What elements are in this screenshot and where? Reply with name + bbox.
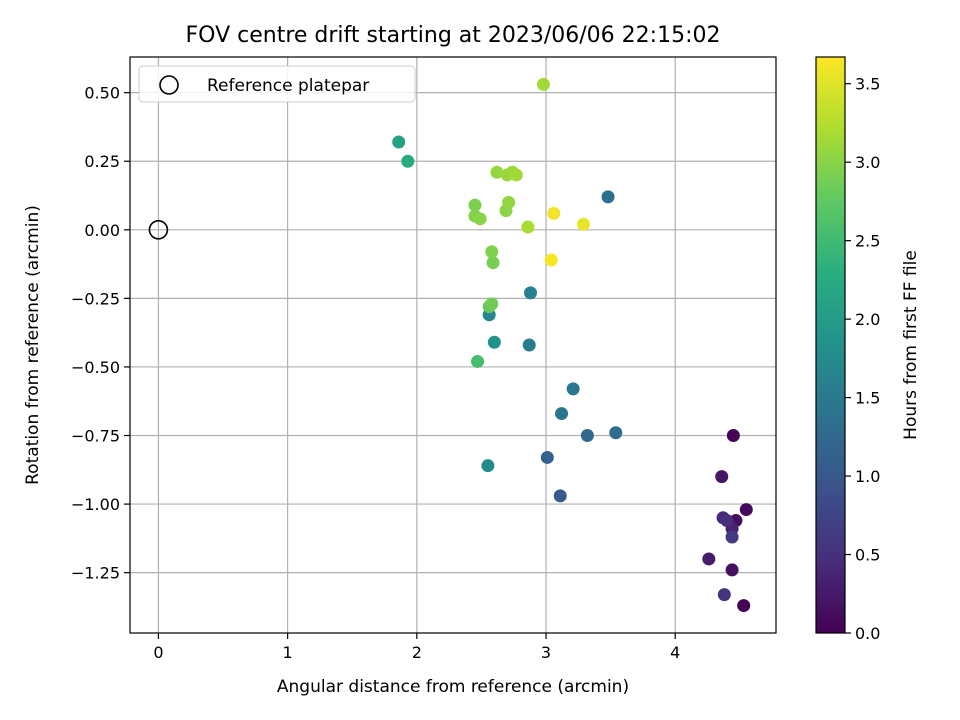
data-point <box>739 503 753 517</box>
data-point <box>468 198 482 212</box>
data-point <box>547 206 561 220</box>
data-point <box>509 168 523 182</box>
data-point <box>702 552 716 566</box>
colorbar: 0.0 0.5 1.0 1.5 2.0 2.5 3.0 3.5 Hours from firs… <box>815 56 921 643</box>
colorbar-tick-label: 1.0 <box>855 467 880 486</box>
data-point <box>726 429 740 443</box>
colorbar-tick-label: 0.5 <box>855 546 880 565</box>
x-tick-label: 3 <box>541 643 551 662</box>
data-points <box>392 77 753 613</box>
data-point <box>473 212 487 226</box>
colorbar-tick-label: 2.0 <box>855 310 880 329</box>
x-tick-label: 1 <box>283 643 293 662</box>
x-axis-label: Angular distance from reference (arcmin) <box>277 677 629 697</box>
colorbar-ticks: 0.0 0.5 1.0 1.5 2.0 2.5 3.0 3.5 <box>845 75 880 643</box>
colorbar-tick-label: 0.0 <box>855 624 880 643</box>
reference-marker-group <box>148 220 169 240</box>
y-axis-label: Rotation from reference (arcmin) <box>23 205 43 485</box>
data-point <box>715 470 729 484</box>
data-point <box>580 429 594 443</box>
data-point <box>521 220 535 234</box>
data-point <box>485 245 499 259</box>
colorbar-tick-label: 3.0 <box>855 153 880 172</box>
colorbar-gradient <box>815 56 846 634</box>
data-point <box>485 297 499 311</box>
data-point <box>392 135 406 149</box>
legend-box <box>138 65 416 103</box>
x-tick-label: 0 <box>153 643 163 662</box>
data-point <box>487 335 501 349</box>
data-point <box>522 338 536 352</box>
data-point <box>553 489 567 503</box>
data-point <box>544 253 558 267</box>
data-point <box>555 407 569 421</box>
legend-entry-label: Reference platepar <box>207 76 369 96</box>
chart-title: FOV centre drift starting at 2023/06/06 … <box>186 23 721 48</box>
data-point <box>720 514 734 528</box>
y-tick-label: 0.00 <box>84 221 120 240</box>
y-axis-ticks: 0.50 0.25 0.00 −0.25 −0.50 −0.75 −1.00 −1.25 <box>71 84 130 583</box>
y-tick-label: −0.25 <box>71 289 120 308</box>
y-tick-label: −1.25 <box>71 564 120 583</box>
data-point <box>524 286 538 300</box>
data-point <box>601 190 615 204</box>
x-axis-ticks: 0 1 2 3 4 <box>153 633 680 662</box>
data-point <box>471 354 485 368</box>
y-tick-label: −1.00 <box>71 495 120 514</box>
x-tick-label: 4 <box>670 643 680 662</box>
data-point <box>725 563 739 577</box>
data-point <box>490 165 504 179</box>
data-point <box>725 530 739 544</box>
colorbar-tick-label: 3.5 <box>855 75 880 94</box>
data-point <box>502 195 516 209</box>
y-tick-label: −0.50 <box>71 358 120 377</box>
y-tick-label: −0.75 <box>71 427 120 446</box>
data-point <box>536 77 550 91</box>
plot-frame <box>129 56 777 634</box>
data-point <box>717 588 731 602</box>
reference-marker <box>148 220 169 240</box>
y-tick-label: 0.25 <box>84 152 120 171</box>
data-point <box>401 154 415 168</box>
x-tick-label: 2 <box>412 643 422 662</box>
data-point <box>481 459 495 473</box>
grid <box>130 57 776 633</box>
colorbar-tick-label: 2.5 <box>855 232 880 251</box>
data-point <box>609 426 623 440</box>
legend: Reference platepar <box>138 65 416 103</box>
colorbar-tick-label: 1.5 <box>855 389 880 408</box>
legend-reference-marker <box>159 75 179 95</box>
data-point <box>566 382 580 396</box>
data-point <box>737 599 751 613</box>
data-point <box>486 256 500 270</box>
data-point <box>540 450 554 464</box>
data-point <box>576 217 590 231</box>
y-tick-label: 0.50 <box>84 84 120 103</box>
colorbar-label: Hours from first FF file <box>901 250 921 440</box>
